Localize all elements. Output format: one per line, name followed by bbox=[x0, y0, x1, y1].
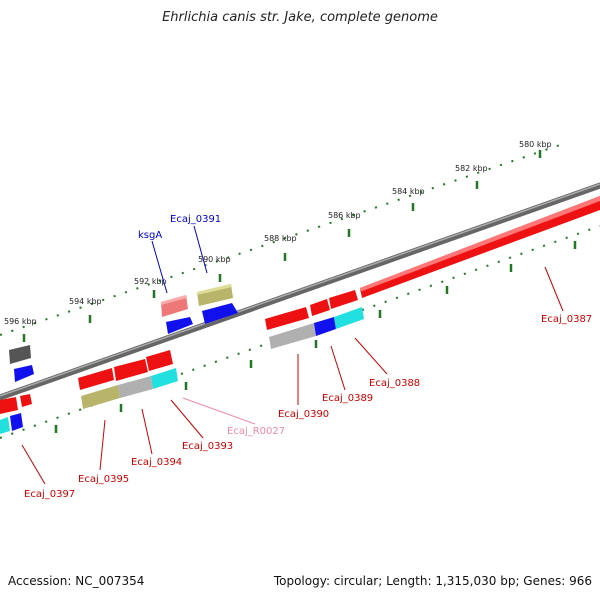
gene-label-ecaj-0389: Ecaj_0389 bbox=[322, 393, 373, 404]
scale-label-582: 582 kbp bbox=[455, 164, 488, 173]
gene-labels: ksgA Ecaj_0391 Ecaj_0387 Ecaj_0388 Ecaj_… bbox=[24, 214, 592, 500]
scale-labels: 580 kbp 582 kbp 584 kbp 586 kbp 588 kbp … bbox=[4, 140, 552, 326]
accession-text: Accession: NC_007354 bbox=[8, 574, 145, 588]
gene-label-ecaj-0393: Ecaj_0393 bbox=[182, 441, 233, 452]
gene-left-grey[interactable] bbox=[9, 345, 34, 382]
gene-label-ecaj-0391: Ecaj_0391 bbox=[170, 214, 221, 225]
gene-label-ksga: ksgA bbox=[138, 230, 162, 241]
gene-ecaj-0387[interactable] bbox=[360, 196, 600, 298]
scale-major-ticks bbox=[22, 150, 542, 342]
genome-summary-text: Topology: circular; Length: 1,315,030 bp… bbox=[273, 574, 592, 588]
gene-ksga[interactable] bbox=[161, 295, 193, 334]
label-leaders bbox=[21, 225, 564, 485]
gene-label-ecaj-0394: Ecaj_0394 bbox=[131, 457, 182, 468]
scale-lower-ticks bbox=[54, 241, 577, 433]
gene-ecaj-0397[interactable] bbox=[0, 394, 32, 434]
genome-backbone bbox=[0, 182, 600, 401]
scale-track-upper bbox=[0, 144, 561, 336]
scale-label-586: 586 kbp bbox=[328, 211, 361, 220]
genome-backbone-highlight bbox=[0, 183, 600, 397]
scale-label-588: 588 kbp bbox=[264, 234, 297, 243]
gene-label-ecaj-0390: Ecaj_0390 bbox=[278, 409, 329, 420]
gene-label-ecaj-0395: Ecaj_0395 bbox=[78, 474, 129, 485]
gene-label-ecaj-r0027: Ecaj_R0027 bbox=[227, 426, 285, 437]
gene-ecaj-0395-upper[interactable] bbox=[78, 350, 173, 390]
scale-label-596: 596 kbp bbox=[4, 317, 37, 326]
scale-label-584: 584 kbp bbox=[392, 187, 425, 196]
gene-ecaj-0390-lower[interactable] bbox=[269, 307, 364, 349]
gene-label-ecaj-0388: Ecaj_0388 bbox=[369, 378, 420, 389]
gene-label-ecaj-0397: Ecaj_0397 bbox=[24, 489, 75, 500]
scale-label-592: 592 kbp bbox=[134, 277, 167, 286]
map-title: Ehrlichia canis str. Jake, complete geno… bbox=[162, 10, 438, 25]
gene-label-ecaj-0387: Ecaj_0387 bbox=[541, 314, 592, 325]
gene-ecaj-0395-lower[interactable] bbox=[81, 368, 178, 409]
scale-label-580: 580 kbp bbox=[519, 140, 552, 149]
gene-ecaj-0391[interactable] bbox=[197, 284, 238, 324]
gene-ecaj-0390-upper[interactable] bbox=[265, 290, 358, 330]
scale-label-590: 590 kbp bbox=[198, 255, 231, 264]
scale-label-594: 594 kbp bbox=[69, 297, 102, 306]
